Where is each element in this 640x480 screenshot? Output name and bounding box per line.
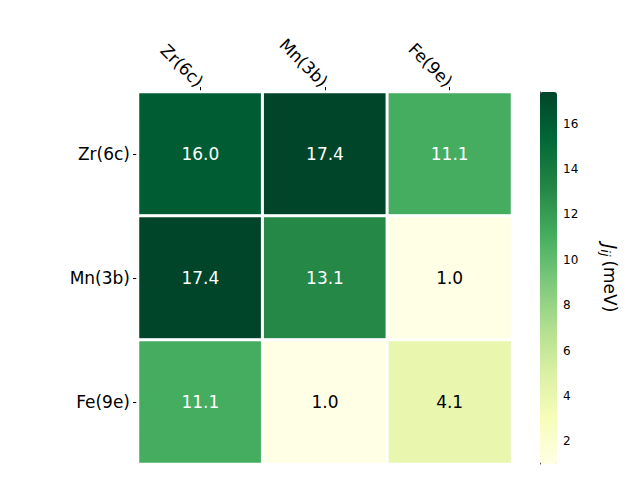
svg-text:(meV): (meV) xyxy=(600,260,620,312)
svg-text:11.1: 11.1 xyxy=(181,392,219,412)
svg-text:1.0: 1.0 xyxy=(436,268,463,288)
svg-text:Zr(6c): Zr(6c) xyxy=(156,40,207,91)
svg-text:Mn(3b): Mn(3b) xyxy=(70,268,130,288)
svg-text:Zr(6c): Zr(6c) xyxy=(78,144,130,164)
svg-text:10: 10 xyxy=(563,253,578,267)
svg-text:17.4: 17.4 xyxy=(181,268,219,288)
svg-text:16.0: 16.0 xyxy=(181,144,219,164)
svg-text:2: 2 xyxy=(563,434,571,448)
svg-text:11.1: 11.1 xyxy=(431,144,469,164)
svg-text:4.1: 4.1 xyxy=(436,392,463,412)
svg-text:13.1: 13.1 xyxy=(306,268,344,288)
svg-text:Fe(9e): Fe(9e) xyxy=(76,392,130,412)
svg-text:J: J xyxy=(599,240,621,250)
svg-text:Fe(9e): Fe(9e) xyxy=(405,39,457,91)
svg-text:Mn(3b): Mn(3b) xyxy=(275,34,332,91)
svg-text:14: 14 xyxy=(563,162,578,176)
svg-text:8: 8 xyxy=(563,298,571,312)
svg-text:12: 12 xyxy=(563,207,578,221)
svg-text:1.0: 1.0 xyxy=(311,392,338,412)
svg-text:ij: ij xyxy=(598,249,613,257)
svg-text:6: 6 xyxy=(563,344,571,358)
svg-text:4: 4 xyxy=(563,389,571,403)
svg-text:16: 16 xyxy=(563,117,578,131)
svg-text:17.4: 17.4 xyxy=(306,144,344,164)
